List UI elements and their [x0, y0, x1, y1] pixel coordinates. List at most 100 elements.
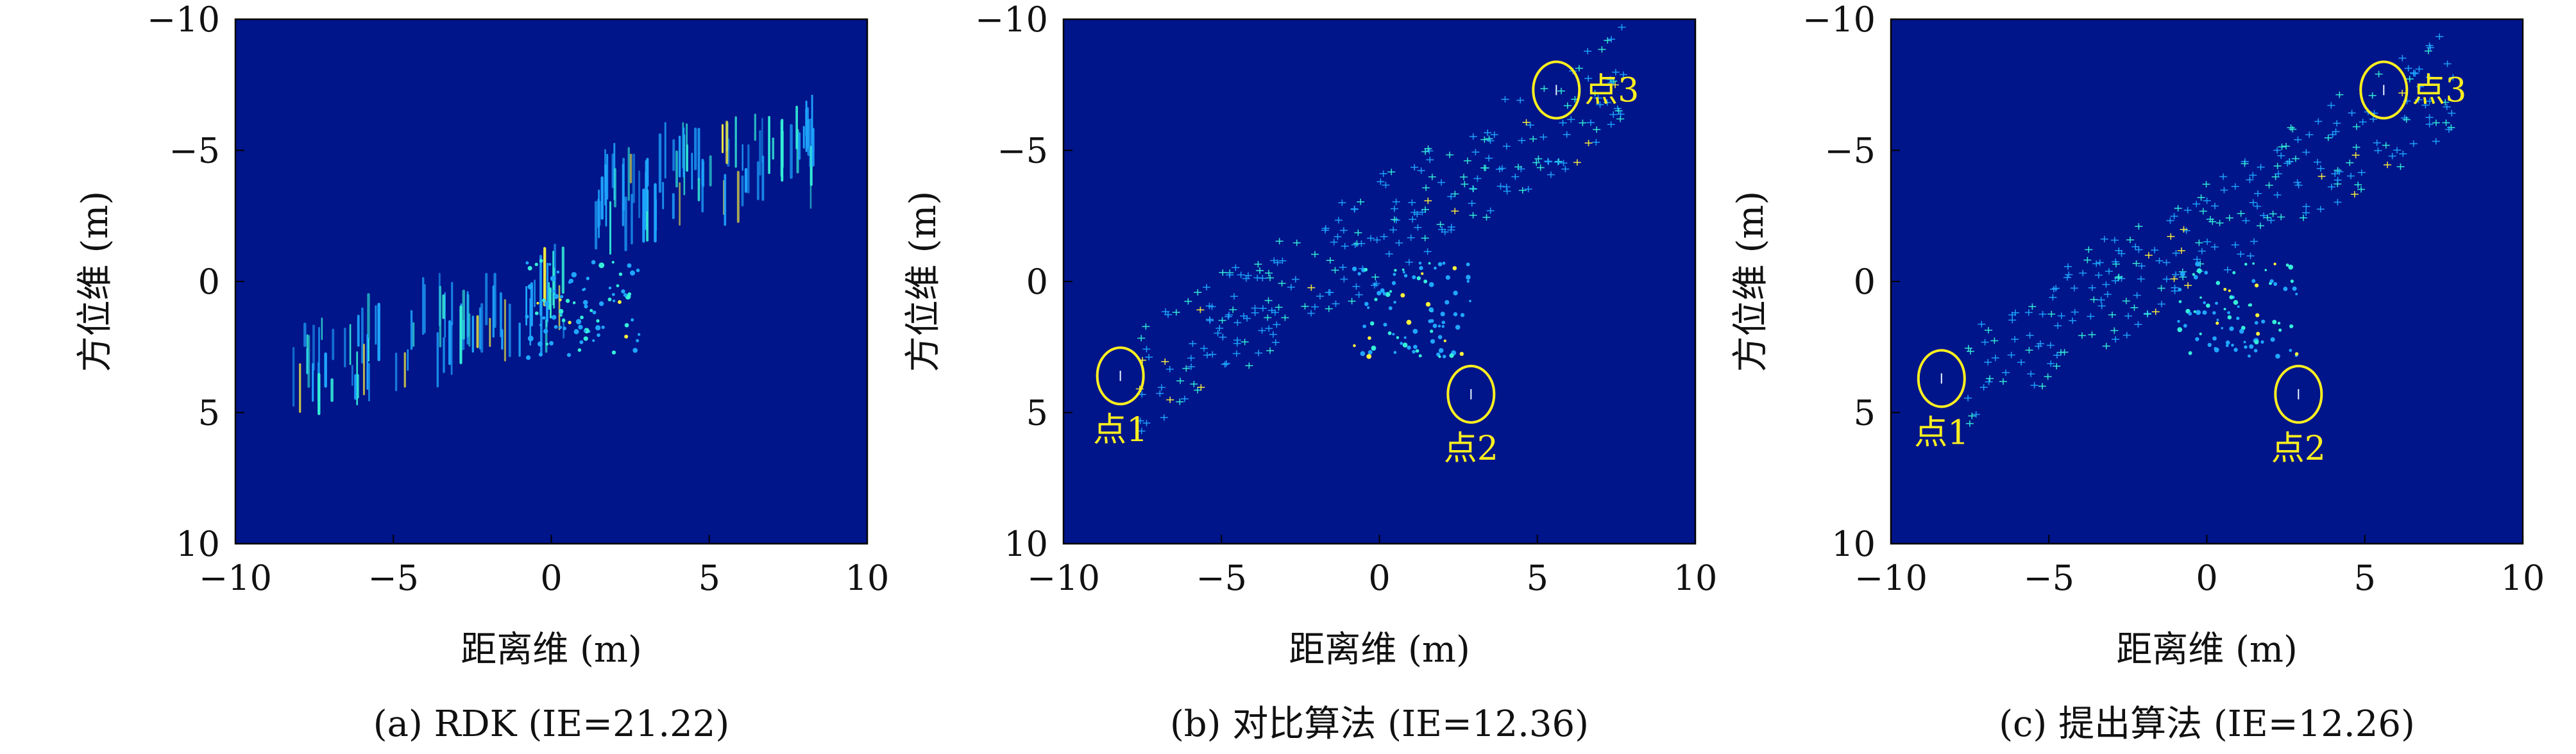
cluster-speckle [536, 301, 539, 305]
y-axis-label: 方位维 (m) [1730, 191, 1772, 373]
cluster-speckle [2253, 349, 2258, 353]
cluster-speckle [2178, 300, 2182, 303]
cluster-speckle [552, 289, 555, 293]
cluster-speckle [534, 311, 539, 315]
cluster-speckle [2283, 287, 2288, 292]
cluster-speckle [2254, 340, 2259, 345]
cluster-speckle [2203, 301, 2206, 305]
y-tick-label: −5 [1824, 131, 1876, 171]
cluster-speckle [638, 333, 641, 336]
x-tick-label: 0 [2196, 558, 2217, 598]
cluster-speckle [2227, 315, 2232, 320]
plot-area [1063, 19, 1695, 544]
cluster-speckle [1396, 336, 1400, 339]
cluster-speckle [583, 287, 586, 291]
x-tick-label: −5 [368, 558, 419, 598]
y-tick-label: 5 [1854, 393, 1876, 433]
y-tick-label: 10 [1004, 524, 1048, 564]
y-tick-label: 10 [1831, 524, 1876, 564]
cluster-speckle [527, 265, 532, 271]
cluster-speckle [1400, 293, 1405, 298]
cluster-speckle [1368, 336, 1371, 340]
cluster-speckle [1453, 290, 1458, 296]
cluster-speckle [2193, 274, 2198, 280]
cluster-speckle [1443, 339, 1446, 342]
cluster-speckle [1383, 323, 1387, 327]
subfigure-caption: (c) 提出算法 (IE=12.26) [1999, 703, 2415, 745]
plot-area [1891, 19, 2523, 544]
cluster-speckle [595, 325, 601, 331]
y-axis-label: 方位维 (m) [74, 191, 116, 373]
cluster-speckle [1394, 269, 1397, 272]
cluster-speckle [1460, 313, 1465, 317]
cluster-speckle [2199, 296, 2202, 299]
cluster-speckle [2204, 271, 2208, 275]
cluster-speckle [527, 335, 534, 342]
cluster-speckle [1357, 272, 1361, 276]
cluster-speckle [2290, 280, 2294, 283]
x-axis-label: 距离维 (m) [2116, 629, 2298, 671]
cluster-speckle [1393, 301, 1396, 304]
cluster-speckle [1377, 290, 1382, 296]
cluster-speckle [1440, 312, 1445, 317]
cluster-speckle [2248, 303, 2251, 307]
cluster-speckle [554, 294, 559, 299]
cluster-speckle [2269, 279, 2274, 283]
cluster-speckle [2285, 263, 2289, 267]
cluster-speckle [1434, 266, 1437, 270]
cluster-speckle [580, 315, 584, 319]
cluster-speckle [584, 304, 588, 309]
x-tick-label: 0 [540, 558, 562, 598]
x-tick-label: 5 [2354, 558, 2376, 598]
cluster-speckle [1466, 280, 1470, 283]
x-tick-label: −5 [1196, 558, 1247, 598]
cluster-speckle [2223, 308, 2226, 310]
cluster-speckle [2225, 340, 2230, 345]
subfigure-caption: (b) 对比算法 (IE=12.36) [1170, 703, 1589, 745]
cluster-speckle [527, 284, 534, 290]
cluster-speckle [559, 308, 564, 314]
cluster-speckle [624, 334, 629, 339]
cluster-speckle [601, 325, 605, 330]
cluster-speckle [598, 262, 605, 269]
cluster-speckle [1416, 276, 1421, 281]
cluster-speckle [1403, 274, 1408, 278]
cluster-speckle [1428, 307, 1433, 312]
cluster-speckle [623, 293, 627, 297]
cluster-speckle [572, 301, 576, 305]
cluster-speckle [1442, 355, 1446, 358]
cluster-speckle [2243, 340, 2246, 344]
cluster-speckle [2195, 261, 2201, 267]
cluster-speckle [2252, 262, 2255, 265]
cluster-speckle [613, 299, 616, 303]
cluster-speckle [1452, 265, 1457, 271]
cluster-speckle [2178, 287, 2182, 292]
cluster-speckle [2278, 328, 2282, 332]
cluster-speckle [2277, 321, 2281, 325]
cluster-speckle [1441, 321, 1445, 324]
y-tick-label: 0 [1026, 262, 1048, 302]
cluster-speckle [2229, 295, 2233, 299]
y-tick-label: 5 [1026, 393, 1048, 433]
y-tick-label: 0 [198, 262, 220, 302]
cluster-speckle [2237, 305, 2240, 308]
cluster-speckle [598, 301, 604, 306]
cluster-speckle [2215, 301, 2218, 305]
cluster-speckle [1442, 262, 1446, 265]
cluster-speckle [1403, 336, 1407, 339]
cluster-speckle [2177, 327, 2183, 333]
annotation-label: 点3 [2412, 71, 2466, 110]
cluster-speckle [2244, 345, 2248, 349]
annotation-circle [1532, 60, 1581, 120]
cluster-speckle [1438, 355, 1441, 358]
cluster-speckle [611, 292, 615, 296]
x-tick-label: 10 [845, 558, 890, 598]
cluster-speckle [2256, 331, 2260, 336]
cluster-speckle [549, 340, 554, 346]
cluster-speckle [560, 295, 564, 299]
cluster-speckle [1369, 321, 1375, 326]
cluster-speckle [1364, 301, 1369, 306]
cluster-speckle [2261, 319, 2266, 324]
cluster-speckle [597, 333, 600, 337]
cluster-speckle [1418, 262, 1422, 265]
